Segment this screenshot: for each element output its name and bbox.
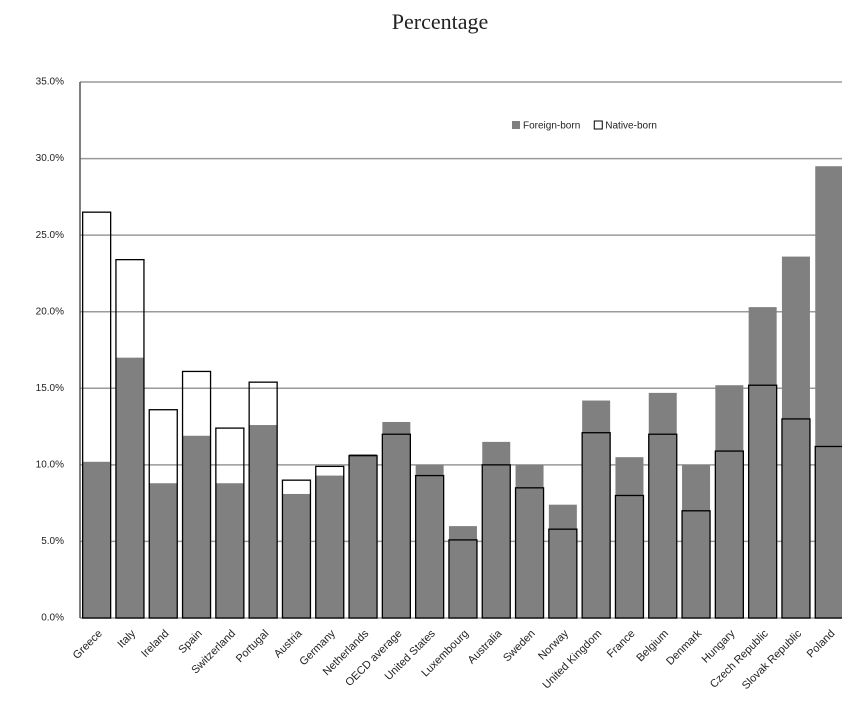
x-tick-label: Portugal (234, 628, 271, 665)
x-tick-label: Australia (466, 627, 505, 666)
bar (215, 483, 244, 618)
y-tick-label: 10.0% (36, 459, 64, 470)
y-tick-label: 35.0% (36, 77, 64, 88)
bar (614, 494, 645, 619)
chart-title: Percentage (392, 9, 489, 34)
y-tick-label: 20.0% (36, 306, 64, 317)
x-tick-label: Austria (272, 627, 305, 660)
bar (682, 464, 711, 618)
bar (315, 475, 344, 618)
x-tick-label: Ireland (139, 628, 171, 660)
bar (115, 357, 144, 618)
bar (514, 487, 545, 619)
x-tick-label: Greece (71, 628, 105, 662)
x-tick-label: Italy (115, 627, 138, 650)
bar (582, 400, 611, 618)
bar (814, 445, 842, 619)
bar (781, 418, 811, 619)
bar (481, 464, 511, 619)
bar (382, 421, 411, 618)
bar (249, 425, 278, 618)
bar (815, 166, 842, 618)
x-tick-label: United Kingdom (540, 628, 604, 692)
bar (648, 392, 677, 618)
bar (381, 433, 412, 619)
bar (348, 455, 378, 619)
bar (448, 526, 477, 618)
bar (415, 464, 444, 618)
bar (715, 385, 744, 618)
x-tick-label: Spain (176, 628, 204, 656)
bar (548, 504, 577, 618)
bar (82, 461, 111, 618)
bar (248, 381, 278, 619)
bar (315, 465, 345, 619)
legend-swatch (512, 121, 520, 129)
legend-label: Native-born (605, 121, 657, 132)
bar (349, 454, 378, 618)
x-tick-label: Sweden (501, 628, 538, 665)
x-tick-label: Slovak Republic (740, 627, 805, 692)
bar (581, 432, 611, 619)
bar (149, 483, 178, 618)
bar (215, 427, 245, 619)
bar (482, 441, 511, 618)
y-tick-label: 25.0% (36, 230, 64, 241)
bar (748, 384, 778, 619)
bar (714, 450, 744, 619)
x-tick-label: Czech Republic (708, 627, 771, 690)
bar (182, 435, 211, 618)
bar (115, 258, 145, 619)
bar (748, 307, 777, 618)
bar (282, 493, 311, 618)
y-tick-label: 30.0% (36, 153, 64, 164)
x-tick-label: France (605, 628, 638, 661)
bar (448, 539, 478, 619)
bar (414, 474, 445, 619)
bar (82, 211, 112, 619)
y-tick-label: 5.0% (41, 536, 64, 547)
bar (648, 433, 678, 619)
x-tick-label: Poland (805, 628, 838, 661)
legend-label: Foreign-born (523, 121, 580, 132)
bar (548, 528, 578, 619)
x-tick-label: Denmark (664, 627, 704, 667)
bar (515, 464, 544, 618)
legend-swatch (593, 120, 603, 130)
bar (281, 479, 312, 619)
bar (681, 510, 711, 619)
bar (615, 457, 644, 618)
y-tick-label: 0.0% (41, 613, 64, 624)
y-tick-label: 15.0% (36, 383, 64, 394)
bar (148, 409, 178, 619)
bar (181, 370, 212, 619)
bar (781, 256, 810, 618)
